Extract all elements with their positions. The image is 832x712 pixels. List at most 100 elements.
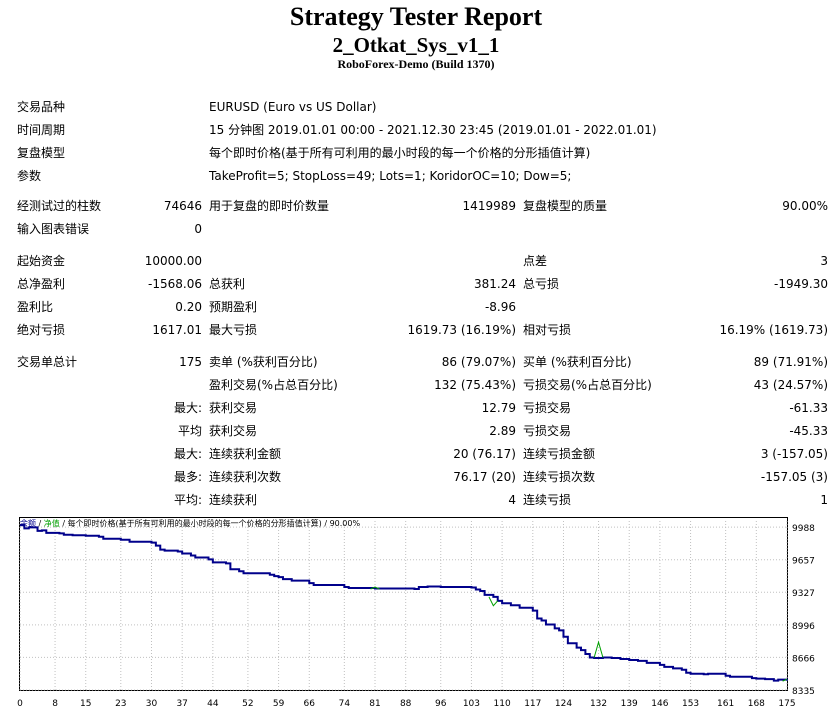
profit-trades-value: 132 (75.43%): [434, 378, 516, 392]
symbol-label: 交易品种: [17, 100, 66, 114]
chart-legend: 余额 / 净值 / 每个即时价格(基于所有可利用的最小时段的每一个价格的分形插值…: [20, 518, 360, 528]
equity-spike: [488, 596, 499, 607]
relative-drawdown-label: 相对亏损: [523, 323, 572, 337]
max-consecutive-wins-label: 连续获利金额: [209, 447, 282, 461]
ticks-label: 用于复盘的即时价数量: [209, 199, 330, 213]
average-prefix: 平均: [177, 424, 202, 438]
x-tick-label: 15: [80, 699, 91, 709]
chart-frame: [19, 517, 788, 691]
server-build: RoboForex-Demo (Build 1370): [337, 57, 495, 71]
profit-trades-label: 盈利交易(%占总百分比): [209, 378, 338, 392]
legend-rest: / 每个即时价格(基于所有可利用的最小时段的每一个价格的分形插值计算) / 90…: [60, 518, 361, 528]
x-tick-label: 175: [778, 699, 795, 709]
x-tick-label: 132: [590, 699, 607, 709]
x-tick-label: 37: [176, 699, 187, 709]
symbol-value: EURUSD (Euro vs US Dollar): [209, 100, 377, 114]
equity-spike: [370, 586, 380, 590]
x-tick-label: 153: [682, 699, 699, 709]
total-trades-value: 175: [179, 355, 202, 369]
absolute-drawdown-value: 1617.01: [152, 323, 202, 337]
x-tick-label: 117: [524, 699, 541, 709]
net-profit-label: 总净盈利: [17, 277, 66, 291]
chart-errors-label: 输入图表错误: [17, 222, 90, 236]
x-tick-label: 59: [273, 699, 285, 709]
y-axis-labels: 9988 9657 9327 8996 8666 8335: [792, 524, 815, 697]
max-consecutive-profit-label: 连续获利次数: [209, 470, 282, 484]
y-tick-label: 8666: [792, 654, 815, 664]
model-quality-label: 复盘模型的质量: [523, 199, 608, 213]
x-tick-label: 103: [463, 699, 480, 709]
balance-chart: 9988 9657 9327 8996 8666 8335 0 8 15 23 30 37 44 52 5…: [17, 517, 815, 709]
relative-drawdown-value: 16.19% (1619.73): [719, 323, 828, 337]
average-profit-value: 2.89: [489, 424, 516, 438]
total-trades-label: 交易单总计: [17, 355, 78, 369]
bars-value: 74646: [163, 199, 202, 213]
params-label: 参数: [17, 169, 42, 183]
x-tick-label: 110: [494, 699, 511, 709]
y-tick-label: 8335: [792, 687, 815, 697]
x-tick-label: 23: [115, 699, 126, 709]
largest-profit-label: 获利交易: [209, 401, 258, 415]
gross-profit-label: 总获利: [209, 277, 246, 291]
maximal-drawdown-label: 最大亏损: [209, 323, 258, 337]
chart-grid: [19, 521, 788, 691]
gross-profit-value: 381.24: [474, 277, 516, 291]
y-tick-label: 9327: [792, 589, 815, 599]
profit-factor-value: 0.20: [175, 300, 202, 314]
average-profit-label: 获利交易: [209, 424, 258, 438]
legend-equity: 净值: [44, 518, 60, 528]
ticks-value: 1419989: [462, 199, 516, 213]
max-consecutive-losses-label: 连续亏损金额: [523, 447, 596, 461]
net-profit-value: -1568.06: [148, 277, 202, 291]
max-consecutive-loss-label: 连续亏损次数: [523, 470, 596, 484]
legend-balance: 余额: [20, 518, 36, 528]
equity-tail: [782, 678, 788, 682]
x-tick-label: 96: [435, 699, 447, 709]
long-positions-label: 买单 (%获利百分比): [523, 355, 632, 369]
maximum-prefix: 最大:: [173, 447, 202, 461]
largest-loss-label: 亏损交易: [523, 401, 572, 415]
gross-loss-value: -1949.30: [774, 277, 828, 291]
initial-deposit-value: 10000.00: [144, 254, 202, 268]
largest-prefix: 最大:: [173, 401, 202, 415]
x-tick-label: 161: [717, 699, 734, 709]
period-value: 15 分钟图 2019.01.01 00:00 - 2021.12.30 23:…: [209, 123, 657, 137]
avg-consecutive-losses-label: 连续亏损: [523, 493, 572, 507]
max-consecutive-loss-value: -157.05 (3): [760, 470, 828, 484]
equity-spike: [593, 640, 604, 658]
x-tick-label: 146: [651, 699, 668, 709]
average-loss-label: 亏损交易: [523, 424, 572, 438]
maximal-drawdown-value: 1619.73 (16.19%): [407, 323, 516, 337]
x-tick-label: 74: [339, 699, 351, 709]
avg-consecutive-wins-value: 4: [508, 493, 516, 507]
expected-payoff-label: 预期盈利: [209, 300, 258, 314]
x-tick-label: 52: [242, 699, 253, 709]
average-loss-value: -45.33: [789, 424, 828, 438]
x-tick-label: 124: [555, 699, 572, 709]
expert-name: 2_Otkat_Sys_v1_1: [332, 33, 500, 57]
max-consecutive-wins-value: 20 (76.17): [453, 447, 516, 461]
report-title: Strategy Tester Report: [289, 2, 543, 31]
chart-series: [20, 523, 788, 682]
long-positions-value: 89 (71.91%): [753, 355, 828, 369]
loss-trades-value: 43 (24.57%): [753, 378, 828, 392]
largest-profit-value: 12.79: [481, 401, 516, 415]
chart-errors-value: 0: [194, 222, 202, 236]
x-tick-label: 8: [52, 699, 58, 709]
largest-loss-value: -61.33: [789, 401, 828, 415]
x-tick-label: 139: [621, 699, 638, 709]
gross-loss-label: 总亏损: [523, 277, 560, 291]
avg-prefix: 平均:: [173, 493, 202, 507]
x-axis-labels: 0 8 15 23 30 37 44 52 59 66 74 81 88 96 103 110 117 124 13…: [17, 699, 795, 709]
avg-consecutive-wins-label: 连续获利: [209, 493, 258, 507]
avg-consecutive-losses-value: 1: [820, 493, 828, 507]
spread-value: 3: [820, 254, 828, 268]
initial-deposit-label: 起始资金: [17, 254, 66, 268]
profit-factor-label: 盈利比: [17, 300, 54, 314]
max-consecutive-losses-value: 3 (-157.05): [760, 447, 828, 461]
short-positions-value: 86 (79.07%): [441, 355, 516, 369]
model-label: 复盘模型: [17, 146, 66, 160]
y-tick-label: 8996: [792, 622, 815, 632]
balance-line: [20, 523, 788, 682]
x-tick-label: 168: [748, 699, 765, 709]
